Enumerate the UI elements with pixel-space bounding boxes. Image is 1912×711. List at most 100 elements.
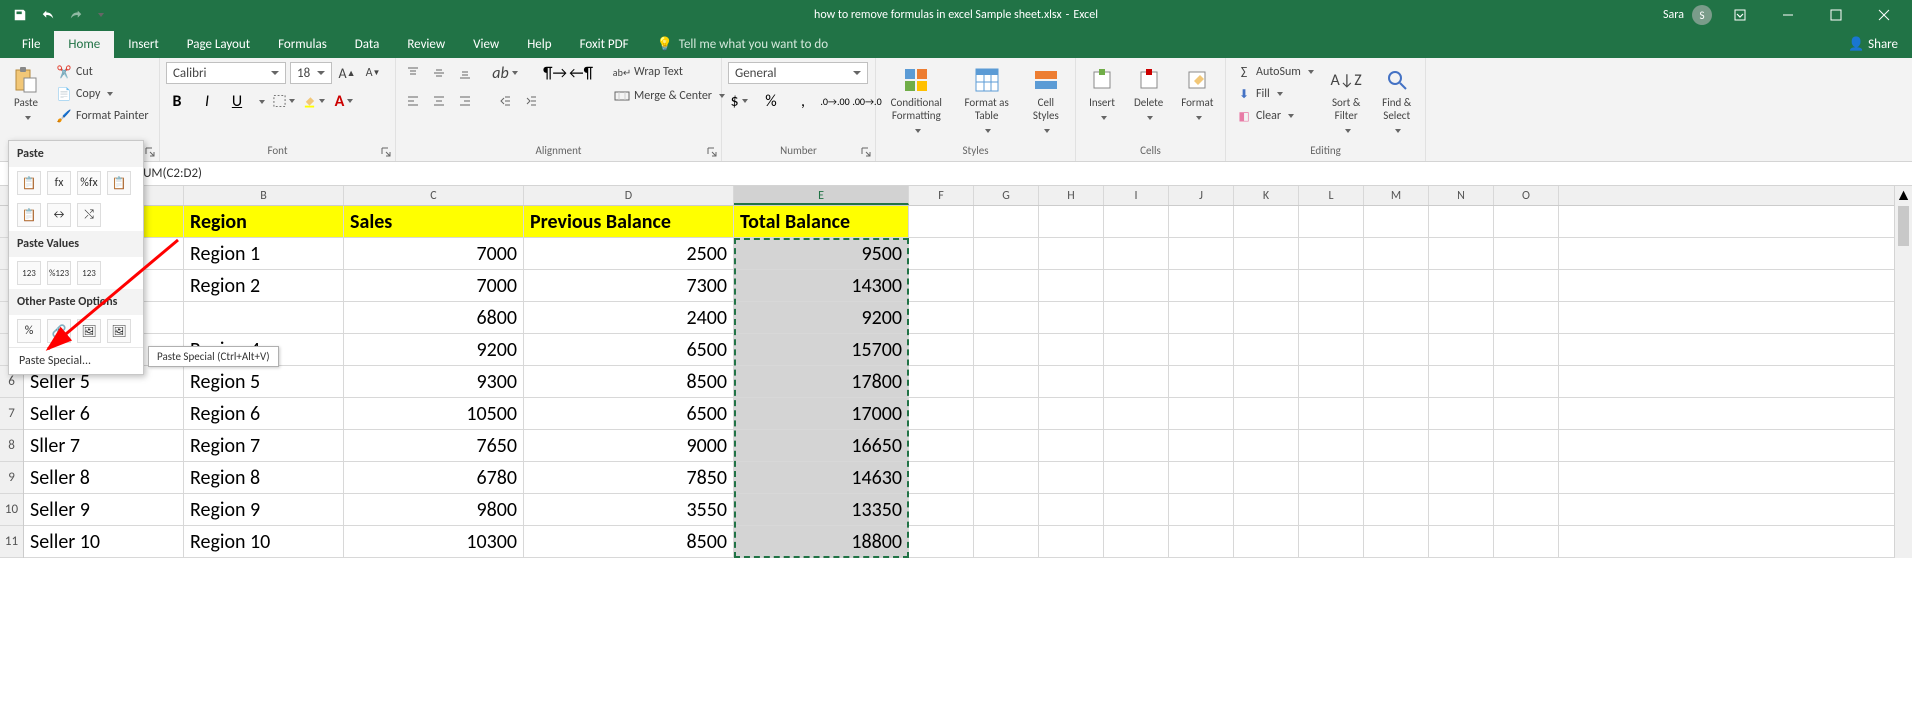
cell[interactable]: Sales	[344, 206, 524, 237]
cell[interactable]	[1494, 270, 1559, 301]
paste-formatting-option[interactable]: %	[17, 319, 41, 343]
conditional-formatting-button[interactable]: Conditional Formatting	[882, 62, 951, 141]
cell[interactable]	[1494, 398, 1559, 429]
cell[interactable]: Region 1	[184, 238, 344, 269]
fill-button[interactable]: ⬇Fill	[1232, 84, 1318, 104]
tab-foxit[interactable]: Foxit PDF	[566, 31, 643, 58]
cell[interactable]	[1494, 366, 1559, 397]
paste-special-menuitem[interactable]: Paste Special...	[9, 347, 143, 374]
align-top-icon[interactable]	[402, 62, 424, 84]
find-select-button[interactable]: Find & Select	[1374, 62, 1419, 141]
cell[interactable]: 15700	[734, 334, 909, 365]
cell[interactable]: Total Balance	[734, 206, 909, 237]
tab-formulas[interactable]: Formulas	[264, 31, 341, 58]
share-button[interactable]: 👤 Share	[1834, 31, 1912, 58]
cell[interactable]	[974, 494, 1039, 525]
column-header[interactable]: H	[1039, 186, 1104, 205]
cell[interactable]	[1364, 430, 1429, 461]
cell[interactable]	[974, 398, 1039, 429]
cell[interactable]: Region	[184, 206, 344, 237]
paste-transpose-option[interactable]: ⤭	[77, 203, 101, 227]
cell[interactable]	[1299, 526, 1364, 557]
cell[interactable]	[1104, 302, 1169, 333]
paste-all-option[interactable]: 📋	[17, 171, 41, 195]
cell[interactable]	[974, 334, 1039, 365]
formula-input[interactable]: =SUM(C2:D2)	[123, 166, 1912, 181]
cell[interactable]	[1039, 398, 1104, 429]
align-bottom-icon[interactable]	[454, 62, 476, 84]
cell-styles-button[interactable]: Cell Styles	[1023, 62, 1069, 141]
cell[interactable]	[1494, 238, 1559, 269]
cell[interactable]: Region 8	[184, 462, 344, 493]
cell[interactable]: 13350	[734, 494, 909, 525]
borders-button[interactable]	[273, 90, 295, 112]
cell[interactable]	[1039, 302, 1104, 333]
cell[interactable]: Seller 8	[24, 462, 184, 493]
cell[interactable]	[1104, 462, 1169, 493]
tab-review[interactable]: Review	[393, 31, 459, 58]
cell[interactable]	[1169, 430, 1234, 461]
rtl-icon[interactable]: ←¶	[570, 62, 592, 84]
cell[interactable]	[909, 334, 974, 365]
decrease-font-icon[interactable]: A▼	[362, 62, 384, 84]
cell[interactable]: Sller 7	[24, 430, 184, 461]
cell[interactable]	[1299, 334, 1364, 365]
scroll-up-icon[interactable]: ▲	[1895, 186, 1912, 204]
cell[interactable]	[1429, 238, 1494, 269]
cell[interactable]	[1169, 526, 1234, 557]
italic-button[interactable]: I	[196, 90, 218, 112]
cell[interactable]: 14630	[734, 462, 909, 493]
cell[interactable]	[1169, 302, 1234, 333]
cell[interactable]	[974, 462, 1039, 493]
paste-no-borders-option[interactable]: 📋	[17, 203, 41, 227]
cell[interactable]: 7300	[524, 270, 734, 301]
cell[interactable]: Region 2	[184, 270, 344, 301]
cell[interactable]	[1234, 494, 1299, 525]
increase-font-icon[interactable]: A▲	[336, 62, 358, 84]
cell[interactable]	[1169, 238, 1234, 269]
cell[interactable]	[1364, 334, 1429, 365]
cell[interactable]: 3550	[524, 494, 734, 525]
cell[interactable]	[1234, 334, 1299, 365]
cell[interactable]: 6500	[524, 398, 734, 429]
cell[interactable]	[1169, 462, 1234, 493]
user-badge[interactable]: S	[1692, 5, 1712, 25]
cut-button[interactable]: ✂️Cut	[52, 62, 153, 82]
tab-file[interactable]: File	[8, 31, 54, 58]
cell[interactable]	[1039, 462, 1104, 493]
cell[interactable]	[1104, 206, 1169, 237]
clipboard-launcher[interactable]	[145, 147, 155, 157]
format-painter-button[interactable]: 🖌️Format Painter	[52, 106, 153, 126]
cell[interactable]	[1494, 334, 1559, 365]
tab-insert[interactable]: Insert	[114, 31, 173, 58]
cell[interactable]	[1299, 430, 1364, 461]
tab-page-layout[interactable]: Page Layout	[173, 31, 264, 58]
cell[interactable]	[1234, 238, 1299, 269]
ribbon-options-button[interactable]	[1720, 0, 1760, 30]
column-header[interactable]: O	[1494, 186, 1559, 205]
cell[interactable]	[1104, 526, 1169, 557]
cell[interactable]	[1494, 494, 1559, 525]
cell[interactable]	[184, 302, 344, 333]
qat-customize[interactable]	[92, 3, 106, 27]
scroll-thumb[interactable]	[1898, 206, 1909, 246]
redo-button[interactable]	[64, 3, 88, 27]
font-size-combo[interactable]: 18	[290, 62, 332, 84]
underline-button[interactable]: U	[226, 90, 248, 112]
cell[interactable]	[1234, 206, 1299, 237]
wrap-text-button[interactable]: ab↵Wrap Text	[610, 62, 729, 82]
cell[interactable]: 10500	[344, 398, 524, 429]
cell[interactable]	[1299, 494, 1364, 525]
cell[interactable]	[1104, 270, 1169, 301]
align-center-icon[interactable]	[428, 90, 450, 112]
cell[interactable]	[1039, 206, 1104, 237]
cell[interactable]	[1234, 302, 1299, 333]
cell[interactable]	[1234, 366, 1299, 397]
cell[interactable]	[1364, 238, 1429, 269]
cell[interactable]	[1299, 366, 1364, 397]
column-header[interactable]: F	[909, 186, 974, 205]
column-header[interactable]: E	[734, 186, 909, 205]
cell[interactable]	[1039, 430, 1104, 461]
percent-format-icon[interactable]: %	[760, 90, 782, 112]
cell[interactable]: Seller 9	[24, 494, 184, 525]
